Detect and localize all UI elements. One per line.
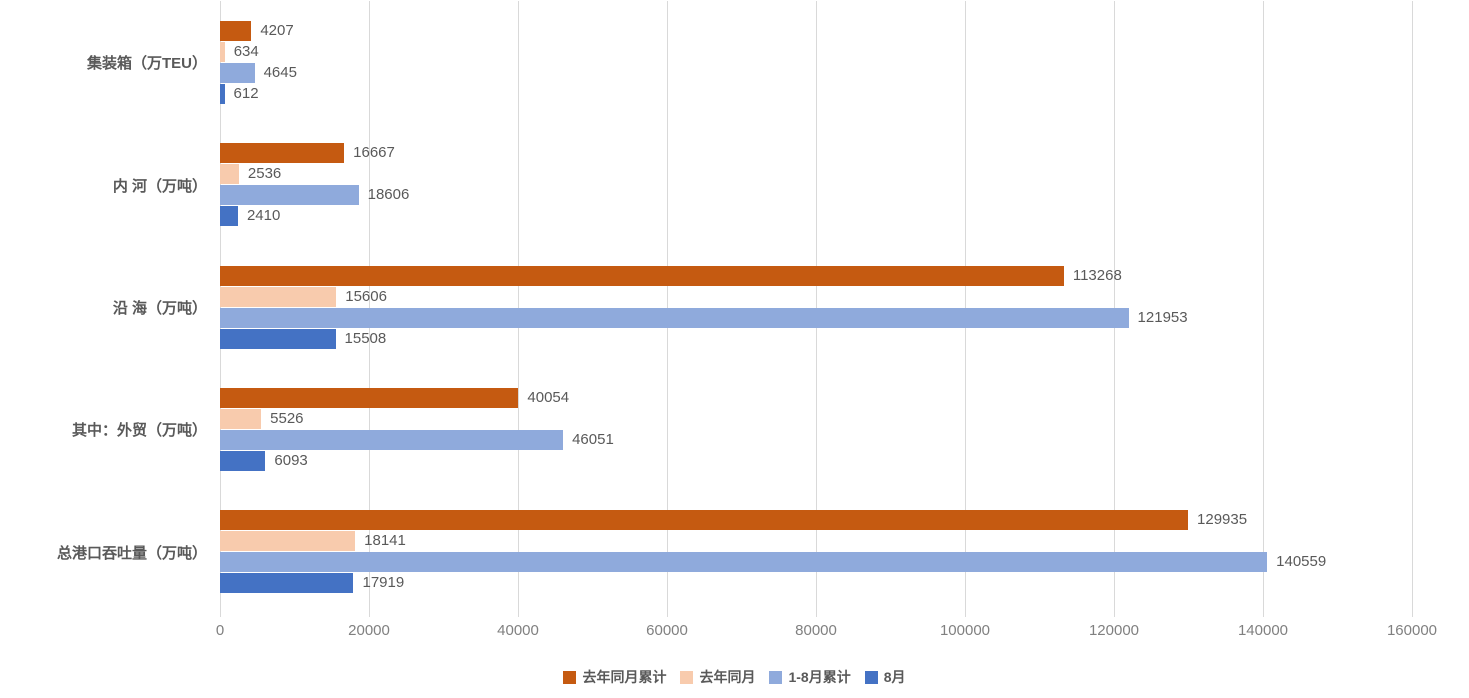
legend-label: 8月 xyxy=(883,669,906,685)
x-tick-label: 60000 xyxy=(646,622,688,639)
bar xyxy=(220,307,1129,328)
legend-swatch-icon xyxy=(680,670,694,684)
legend-item: 8月 xyxy=(864,667,906,687)
x-tick-label: 100000 xyxy=(939,622,991,639)
bar xyxy=(220,573,354,594)
bar xyxy=(220,408,262,429)
bar xyxy=(220,429,564,450)
bar-value-label: 40054 xyxy=(527,388,570,406)
bar-value-label: 5526 xyxy=(270,409,304,427)
x-tick-label: 160000 xyxy=(1386,622,1438,639)
bar xyxy=(220,206,238,227)
legend: 去年同月累计 去年同月 1-8月累计 8月 xyxy=(0,667,1469,687)
legend-label: 去年同月累计 xyxy=(582,669,667,685)
bar-value-label: 16667 xyxy=(353,144,395,162)
bar xyxy=(220,552,1268,573)
x-tick-label: 20000 xyxy=(348,622,390,639)
legend-label: 去年同月 xyxy=(699,669,756,685)
bar-value-label: 113268 xyxy=(1072,266,1122,284)
x-tick-label: 0 xyxy=(215,622,225,639)
bar-value-label: 121953 xyxy=(1137,308,1188,326)
category-label: 内 河（万吨） xyxy=(112,177,207,195)
category-label: 集装箱（万TEU） xyxy=(86,55,207,73)
bar xyxy=(220,265,1064,286)
bar-value-label: 6093 xyxy=(274,451,308,469)
category-label: 其中：外贸（万吨） xyxy=(71,422,207,440)
bar-value-label: 2536 xyxy=(247,165,282,183)
bar-value-label: 2410 xyxy=(246,207,281,225)
bar-value-label: 612 xyxy=(233,84,259,102)
bar-value-label: 129935 xyxy=(1197,511,1248,529)
legend-label: 1-8月累计 xyxy=(788,669,851,685)
bar-value-label: 4207 xyxy=(260,21,294,39)
bar xyxy=(220,83,225,104)
category-label: 总港口吞吐量（万吨） xyxy=(56,544,207,562)
bar xyxy=(220,143,345,164)
bar xyxy=(220,41,225,62)
bar xyxy=(220,387,519,408)
gridline xyxy=(1412,1,1413,617)
bar-value-label: 18141 xyxy=(364,532,406,550)
category-label: 沿 海（万吨） xyxy=(112,300,207,317)
x-tick-label: 120000 xyxy=(1088,622,1140,639)
bar-value-label: 4645 xyxy=(263,63,297,81)
bar-value-label: 15606 xyxy=(345,287,387,305)
legend-item: 去年同月 xyxy=(680,667,755,687)
bar-value-label: 15508 xyxy=(344,329,387,347)
bar xyxy=(220,20,252,41)
bar-value-label: 634 xyxy=(233,42,259,60)
bar xyxy=(220,510,1189,531)
x-tick-label: 40000 xyxy=(497,622,539,639)
bar xyxy=(220,328,336,349)
bar xyxy=(220,164,239,185)
bar xyxy=(220,185,359,206)
legend-swatch-icon xyxy=(864,670,878,684)
bar xyxy=(220,531,356,552)
bar-value-label: 140559 xyxy=(1276,553,1327,571)
bar-value-label: 17919 xyxy=(362,574,405,592)
legend-item: 去年同月累计 xyxy=(563,667,666,687)
bar xyxy=(220,62,255,83)
gridline xyxy=(1263,1,1264,617)
bar-value-label: 18606 xyxy=(367,186,410,204)
bar xyxy=(220,286,337,307)
x-tick-label: 80000 xyxy=(795,622,837,639)
legend-swatch-icon xyxy=(769,670,783,684)
bar-value-label: 46051 xyxy=(572,430,614,448)
bar xyxy=(220,450,266,471)
x-tick-label: 140000 xyxy=(1237,622,1289,639)
legend-swatch-icon xyxy=(563,670,577,684)
legend-item: 1-8月累计 xyxy=(769,667,851,687)
